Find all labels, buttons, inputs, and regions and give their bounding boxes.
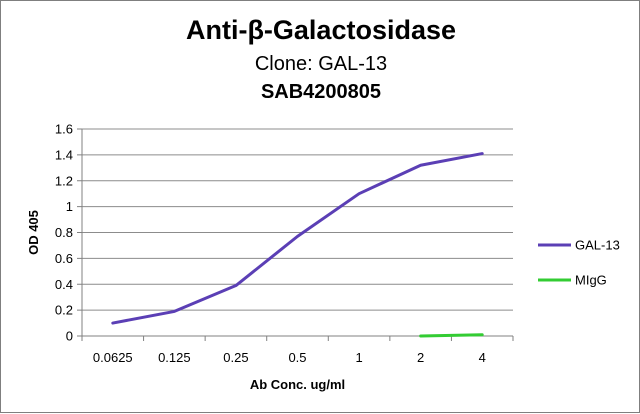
- y-tick-label: 0.4: [55, 277, 73, 292]
- y-tick-label: 0.6: [55, 251, 73, 266]
- x-tick-label: 0.5: [288, 350, 306, 365]
- y-tick-label: 1: [66, 199, 73, 214]
- x-tick-label: 4: [479, 350, 486, 365]
- gridlines: [82, 128, 513, 311]
- y-axis-label: OD 405: [26, 210, 41, 255]
- x-tick-label: 0.25: [223, 350, 248, 365]
- chart-subtitle: Clone: GAL-13: [254, 53, 388, 75]
- series-line-gal-13: [111, 152, 484, 325]
- chart-subtitle-code: SAB4200805: [260, 81, 382, 103]
- y-tick-label: 1.2: [55, 173, 73, 188]
- x-axis-label: Ab Conc. ug/ml: [250, 377, 345, 392]
- legend-label-migg: MIgG: [575, 273, 607, 288]
- series-line-migg: [419, 333, 484, 338]
- series-lines: [111, 152, 484, 338]
- x-tick-label: 0.125: [158, 350, 191, 365]
- y-tick-label: 0.8: [55, 225, 73, 240]
- x-tick-label: 0.0625: [93, 350, 133, 365]
- y-tick-label: 1.6: [55, 122, 73, 137]
- legend: GAL-13 MIgG: [538, 238, 620, 288]
- chart-title: Anti-β-Galactosidase: [185, 15, 457, 45]
- x-tick-label: 2: [417, 350, 424, 365]
- x-axis-ticks: 0.0625 0.125 0.25 0.5 1 2 4: [81, 336, 514, 365]
- legend-label-gal-13: GAL-13: [575, 238, 620, 253]
- x-tick-label: 1: [355, 350, 362, 365]
- y-tick-label: 0: [66, 329, 73, 344]
- y-axis-ticks: 0 0.2 0.4 0.6 0.8 1 1.2 1.4 1.6: [55, 122, 82, 344]
- y-tick-label: 1.4: [55, 147, 73, 162]
- y-tick-label: 0.2: [55, 303, 73, 318]
